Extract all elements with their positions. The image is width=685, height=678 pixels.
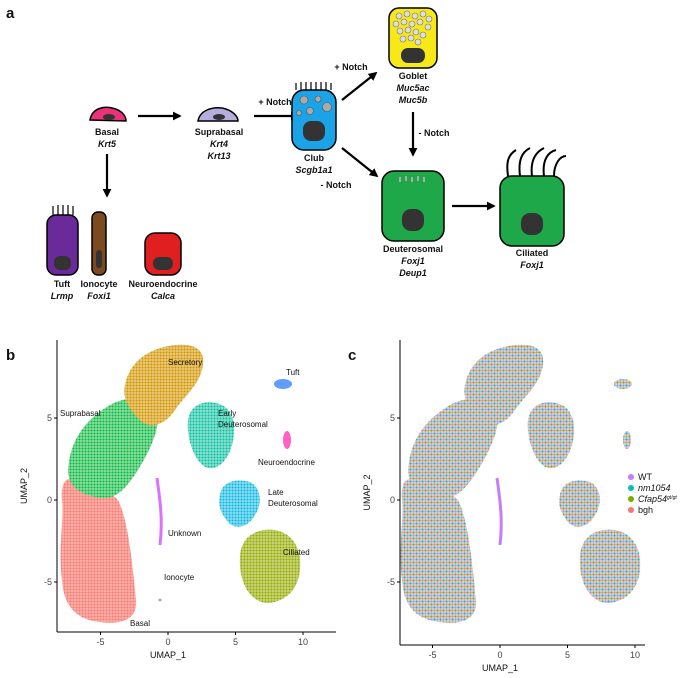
y-tick-label: 0 <box>47 495 52 505</box>
marker: Krt5 <box>98 139 117 149</box>
cell-name: Tuft <box>54 279 70 289</box>
cluster-label: Ciliated <box>283 548 310 557</box>
cluster-label: Late <box>268 488 284 497</box>
cluster-labels: Secretory Tuft Suprabasal Early Deuteros… <box>60 358 318 628</box>
transition-label: + Notch <box>258 97 291 107</box>
panel-label: c <box>348 347 356 364</box>
marker: Deup1 <box>399 268 427 278</box>
legend-label: WT <box>638 472 652 482</box>
panel-label: a <box>6 5 15 22</box>
goblet-cell <box>388 7 438 69</box>
x-tick-label: -5 <box>96 637 104 647</box>
cluster-label: Deuterosomal <box>218 420 268 429</box>
cluster-label: Deuterosomal <box>268 499 318 508</box>
arrow <box>341 71 378 101</box>
marker: Krt4 <box>210 139 228 149</box>
legend-label: bgh <box>638 505 653 515</box>
x-tick-label: 5 <box>565 650 570 660</box>
cluster-label: Tuft <box>286 368 300 377</box>
cell-name: Ciliated <box>516 248 549 258</box>
legend-text: Cfap54 <box>638 494 667 504</box>
tuft-cell <box>46 205 79 276</box>
cell-name: Basal <box>95 127 119 137</box>
legend-swatch <box>628 474 634 480</box>
x-tick-label: 10 <box>298 637 308 647</box>
y-tick-label: 5 <box>390 413 395 423</box>
marker: Foxj1 <box>401 256 425 266</box>
nucleus <box>103 114 115 120</box>
marker: Muc5ac <box>396 83 429 93</box>
legend-label: nm1054 <box>638 483 671 493</box>
umap-genotypes <box>400 344 641 623</box>
neuroendocrine-cell <box>144 232 182 276</box>
marker: Scgb1a1 <box>295 165 332 175</box>
legend-label: Cfap54gt/gt <box>638 494 677 504</box>
transition-label: - Notch <box>419 128 450 138</box>
marker: Lrmp <box>51 291 74 301</box>
cluster-label: Basal <box>130 619 150 628</box>
club-cell <box>291 82 337 151</box>
cell-name: Neuroendocrine <box>128 279 197 289</box>
cluster-label: Secretory <box>168 358 202 367</box>
cluster-label: Unknown <box>168 529 201 538</box>
y-tick-label: -5 <box>44 577 52 587</box>
legend-swatch <box>628 485 634 491</box>
x-tick-label: -5 <box>428 650 436 660</box>
transition-label: + Notch <box>334 62 367 72</box>
ionocyte-cell <box>91 211 107 276</box>
legend-swatch <box>628 496 634 502</box>
umap-clusters <box>60 344 301 623</box>
legend-superscript: gt/gt <box>667 495 677 501</box>
marker: Foxj1 <box>520 260 544 270</box>
cluster-label: Neuroendocrine <box>258 458 315 467</box>
x-axis-title: UMAP_1 <box>482 663 518 673</box>
legend-text: nm1054 <box>638 483 671 493</box>
panel-label: b <box>6 347 15 364</box>
cell-name: Ionocyte <box>80 279 117 289</box>
x-axis-title: UMAP_1 <box>150 650 186 660</box>
x-tick-label: 0 <box>497 650 502 660</box>
x-tick-label: 0 <box>165 637 170 647</box>
legend-text: WT <box>638 472 652 482</box>
ciliated-cell <box>499 147 567 247</box>
y-tick-label: -5 <box>387 577 395 587</box>
cluster-label: Suprabasal <box>60 409 101 418</box>
arrow <box>341 147 379 178</box>
cluster-label: Early <box>218 409 236 418</box>
y-axis-title: UMAP_2 <box>19 468 29 504</box>
cell-name: Deuterosomal <box>383 244 443 254</box>
x-tick-label: 5 <box>233 637 238 647</box>
y-tick-label: 5 <box>47 413 52 423</box>
cell-name: Goblet <box>399 71 428 81</box>
y-tick-label: 0 <box>390 495 395 505</box>
marker: Krt13 <box>207 151 230 161</box>
marker: Foxi1 <box>87 291 111 301</box>
marker: Muc5b <box>399 95 428 105</box>
cluster-label: Ionocyte <box>164 573 195 582</box>
marker: Calca <box>151 291 175 301</box>
legend-swatch <box>628 507 634 513</box>
transition-label: - Notch <box>321 180 352 190</box>
nucleus <box>213 114 225 120</box>
cell-name: Suprabasal <box>195 127 244 137</box>
legend-text: bgh <box>638 505 653 515</box>
cell-name: Club <box>304 153 324 163</box>
y-axis-title: UMAP_2 <box>362 474 372 510</box>
x-tick-label: 10 <box>630 650 640 660</box>
deuterosomal-cell <box>381 170 445 242</box>
